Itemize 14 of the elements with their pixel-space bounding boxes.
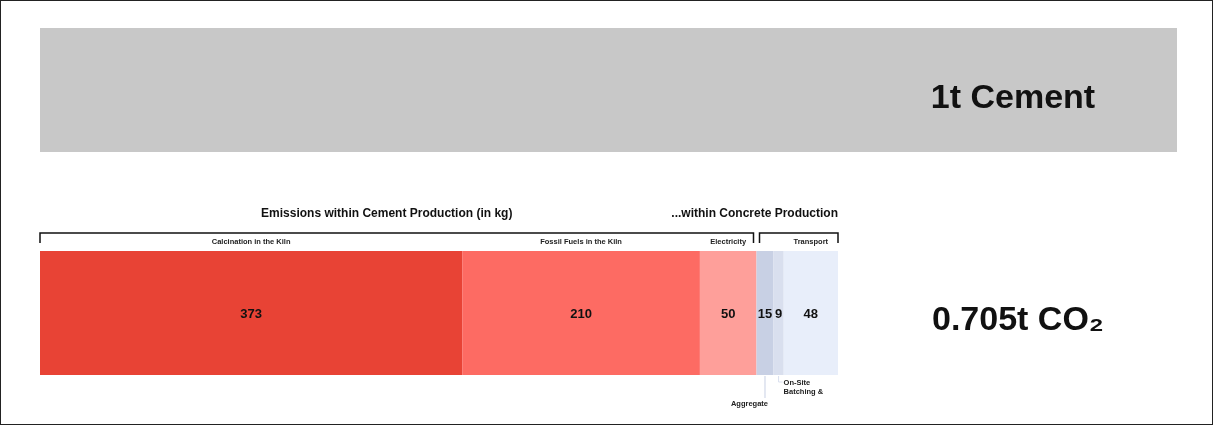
data-label: 9 (774, 306, 783, 321)
data-label: 15 (757, 306, 773, 321)
text: Emissions within Cement Production (in kg) (261, 206, 513, 220)
bar (699, 251, 757, 375)
text: 1t Cement (930, 77, 1096, 115)
text: ...within Concrete Production (671, 206, 838, 220)
data-label: 50 (720, 306, 736, 321)
bar (462, 251, 700, 375)
text: 0.705t CO₂ (932, 299, 1104, 337)
bar (783, 251, 838, 375)
data-label: 373 (240, 306, 262, 321)
data-label: 210 (570, 306, 592, 321)
data-label: 48 (803, 306, 819, 321)
bar (40, 251, 463, 375)
